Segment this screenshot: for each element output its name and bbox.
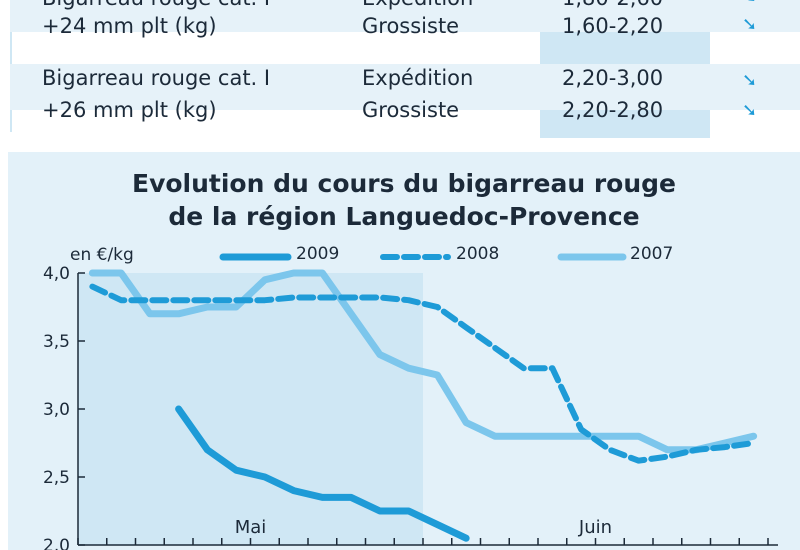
market-stage: Expédition: [362, 0, 473, 14]
down-right-arrow-icon: ➘: [742, 70, 758, 91]
series-line-2008: [89, 283, 757, 464]
product-name: Bigarreau rouge cat. I: [42, 66, 271, 90]
y-tick-label: 2,5: [43, 468, 70, 488]
chart-subtitle: de la région Languedoc-Provence: [168, 202, 640, 231]
price-chart: Evolution du cours du bigarreau rouge de…: [8, 152, 800, 550]
y-tick-label: 2,0: [43, 536, 70, 550]
legend-label-2007: 2007: [630, 244, 674, 264]
y-tick-label: 3,5: [43, 332, 70, 352]
market-stage: Grossiste: [362, 14, 460, 38]
price-range: 1,60-2,20: [562, 14, 664, 38]
chart-title: Evolution du cours du bigarreau rouge: [132, 169, 676, 198]
price-range: 1,80-2,60: [562, 0, 663, 14]
table-row: [10, 0, 800, 32]
price-range: 2,20-3,00: [562, 66, 664, 90]
down-right-arrow-icon: ➘: [742, 100, 758, 121]
price-table: Bigarreau rouge cat. I +24 mm plt (kg) E…: [0, 0, 800, 138]
legend-label-2008: 2008: [456, 244, 500, 264]
down-right-arrow-icon: ➘: [742, 14, 758, 35]
month-label: Mai: [235, 517, 267, 538]
market-stage: Grossiste: [362, 98, 460, 122]
market-stage: Expédition: [362, 66, 474, 90]
product-size: +24 mm plt (kg): [42, 14, 217, 38]
may-period-shading: [78, 273, 423, 545]
month-label: Juin: [578, 517, 612, 538]
price-range: 2,20-2,80: [562, 98, 664, 122]
table-row: [10, 64, 800, 110]
y-tick-label: 3,0: [43, 400, 70, 420]
y-tick-label: 4,0: [43, 264, 70, 284]
y-axis-label: en €/kg: [70, 245, 134, 265]
product-name: Bigarreau rouge cat. I: [42, 0, 270, 14]
series-line-2007: [88, 269, 758, 454]
legend-label-2009: 2009: [296, 244, 340, 264]
product-size: +26 mm plt (kg): [42, 98, 217, 122]
chart-plot: 4,0 3,5 3,0 2,5 2,0 Mai Juin: [43, 253, 778, 550]
down-right-arrow-icon: ➘: [742, 0, 757, 7]
